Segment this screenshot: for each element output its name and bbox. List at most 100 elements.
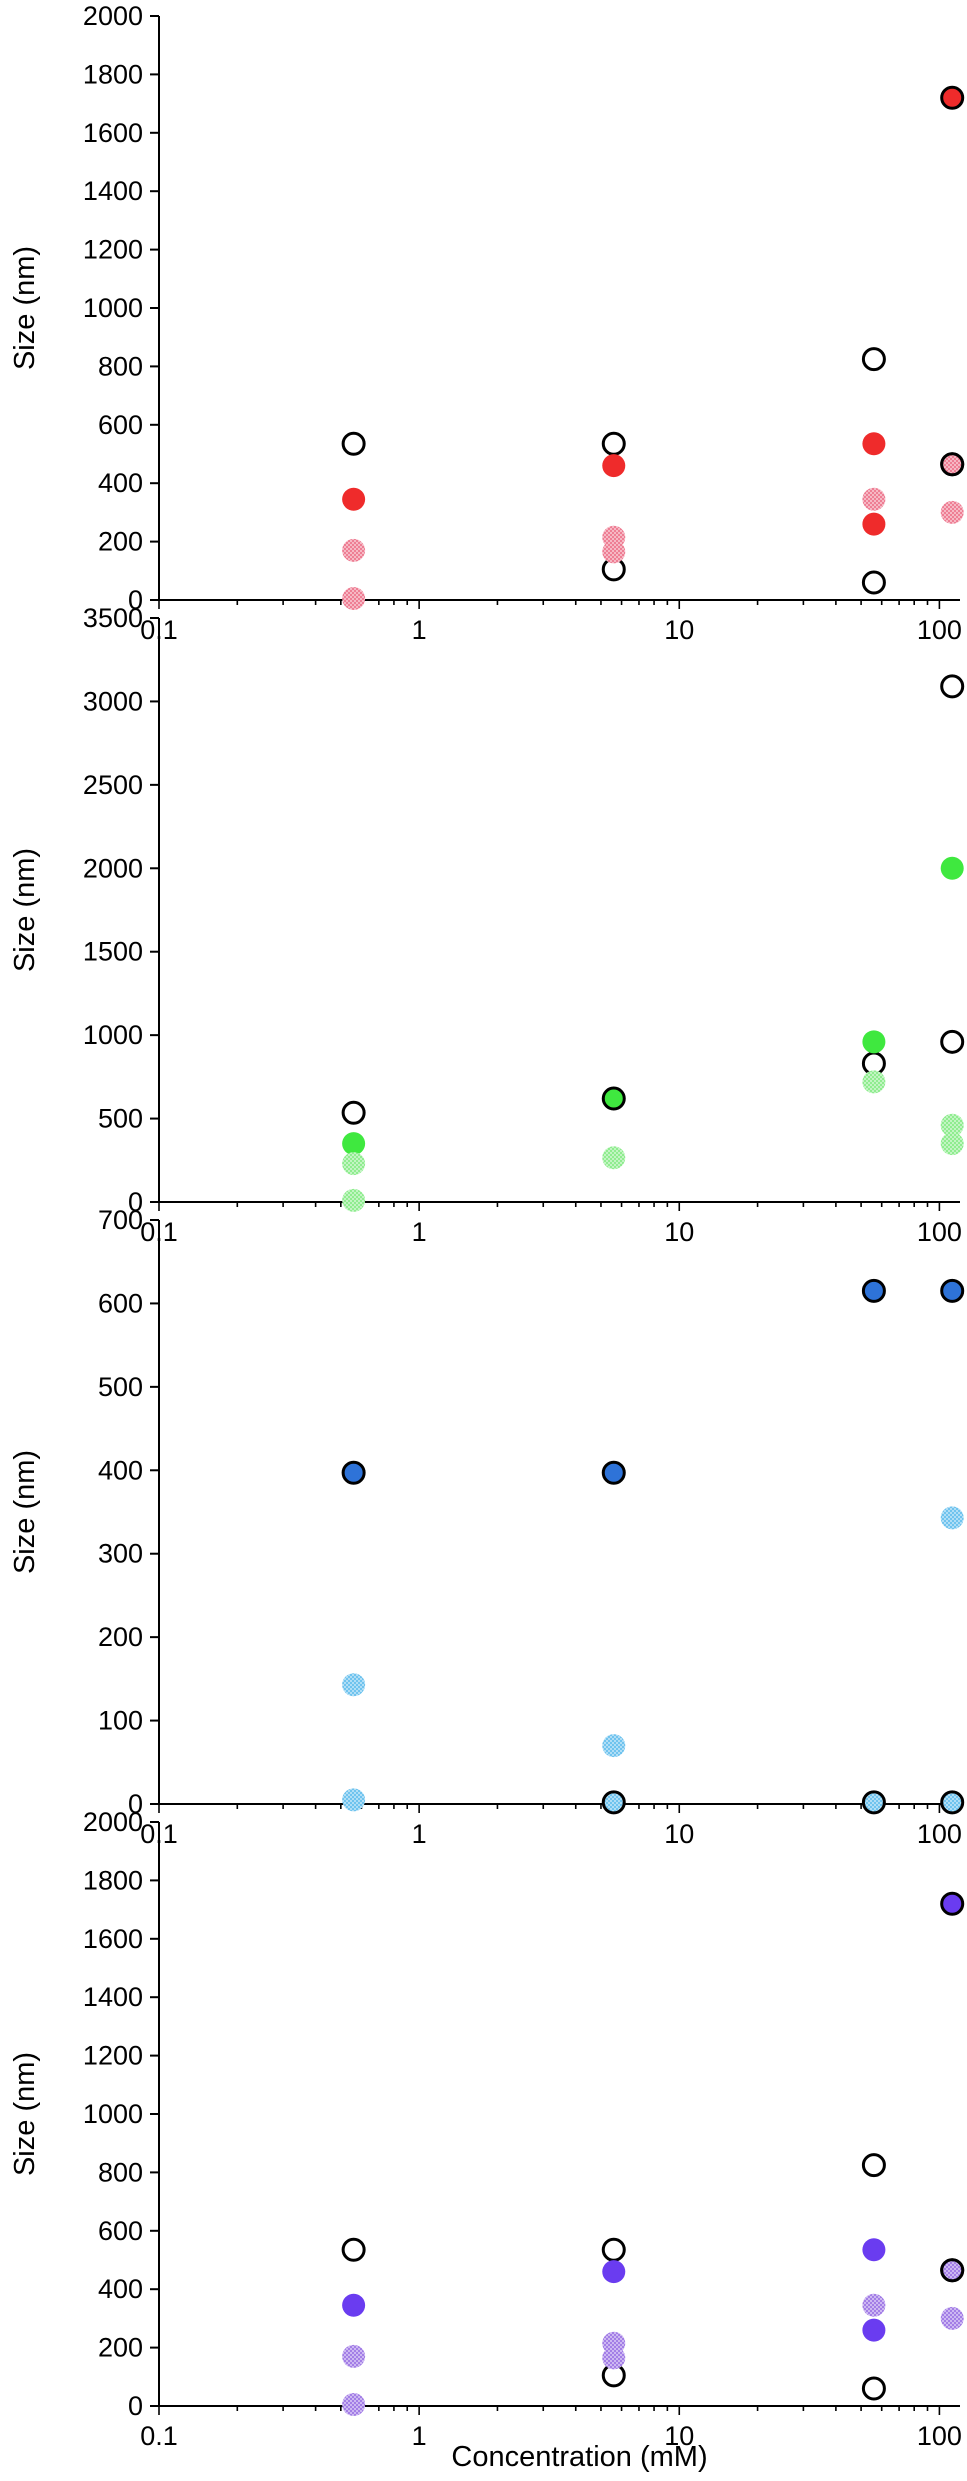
y-tick-label: 1600 (83, 118, 143, 148)
data-point-hatched (602, 1146, 626, 1170)
data-point-solid-outlined (940, 85, 965, 110)
y-tick-label: 800 (98, 351, 143, 381)
x-axis-title: Concentration (mM) (451, 2441, 707, 2473)
data-point-hatched (862, 2293, 886, 2317)
data-point-solid (862, 1030, 886, 1054)
data-point-hatched (940, 500, 964, 524)
data-point-hatched-outlined (940, 2258, 965, 2283)
data-point-hatched (602, 540, 626, 564)
y-axis-title: Size (nm) (9, 246, 41, 370)
data-point-hatched-outlined (601, 1790, 626, 1815)
data-point-hollow (861, 2153, 886, 2178)
data-point-hollow (940, 1029, 965, 1054)
y-tick-label: 400 (98, 2274, 143, 2304)
y-tick-label: 200 (98, 1622, 143, 1652)
data-point-hatched (342, 1788, 366, 1812)
data-point-hollow (601, 2237, 626, 2262)
y-axis-title: Size (nm) (9, 2052, 41, 2176)
x-tick-label: 10 (664, 615, 694, 645)
y-tick-label: 2000 (83, 1, 143, 31)
y-tick-label: 200 (98, 2333, 143, 2363)
data-point-hatched (862, 487, 886, 511)
data-point-hatched (940, 2306, 964, 2330)
data-point-solid-outlined (601, 1460, 626, 1485)
x-tick-label: 10 (664, 1819, 694, 1849)
y-axis-title: Size (nm) (9, 1450, 41, 1574)
data-point-hatched (342, 538, 366, 562)
x-tick-label: 1 (412, 2421, 427, 2451)
y-tick-label: 1000 (83, 2099, 143, 2129)
data-point-solid-outlined (940, 1891, 965, 1916)
y-tick-label: 1800 (83, 1865, 143, 1895)
y-tick-label: 0 (128, 1789, 143, 1819)
data-point-hollow (940, 674, 965, 699)
x-tick-label: 100 (917, 2421, 962, 2451)
y-tick-label: 600 (98, 1288, 143, 1318)
data-point-solid (862, 512, 886, 536)
data-point-solid (602, 2260, 626, 2284)
y-tick-label: 500 (98, 1372, 143, 1402)
x-tick-label: 0.1 (140, 2421, 178, 2451)
x-tick-label: 1 (412, 1819, 427, 1849)
data-point-solid-outlined (861, 1278, 886, 1303)
data-point-hatched-outlined (861, 1790, 886, 1815)
data-point-solid (862, 2318, 886, 2342)
y-tick-label: 1000 (83, 293, 143, 323)
data-point-solid-outlined (341, 1460, 366, 1485)
data-point-hatched (342, 1152, 366, 1176)
data-point-hollow (341, 2237, 366, 2262)
panel-4-scatter-chart: 0 200 400 600 800 1000 1200 1400 1600 1800 2000 0.1… (9, 1807, 965, 2473)
x-tick-label: 1 (412, 615, 427, 645)
data-point-hatched (342, 1673, 366, 1697)
y-tick-label: 400 (98, 1455, 143, 1485)
y-tick-label: 0 (128, 585, 143, 615)
y-tick-label: 1200 (83, 2041, 143, 2071)
data-point-solid-outlined (601, 1086, 626, 1111)
y-tick-label: 3500 (83, 603, 143, 633)
y-tick-label: 1200 (83, 235, 143, 265)
y-tick-label: 200 (98, 527, 143, 557)
data-point-hatched (602, 2346, 626, 2370)
data-point-solid (862, 2238, 886, 2262)
y-tick-label: 600 (98, 410, 143, 440)
y-tick-label: 2000 (83, 1807, 143, 1837)
y-tick-label: 800 (98, 2157, 143, 2187)
panel-1-scatter-chart: 02004006008001000120014001600180020000.1… (9, 1, 965, 645)
y-tick-label: 0 (128, 2391, 143, 2421)
data-point-hollow (861, 347, 886, 372)
data-point-hollow (341, 1100, 366, 1125)
data-point-hatched (940, 1132, 964, 1156)
y-tick-label: 2500 (83, 770, 143, 800)
y-tick-label: 1400 (83, 1982, 143, 2012)
y-tick-label: 400 (98, 468, 143, 498)
data-point-hatched-outlined (940, 1790, 965, 1815)
y-tick-label: 700 (98, 1205, 143, 1235)
y-tick-label: 1000 (83, 1020, 143, 1050)
data-point-solid (602, 454, 626, 478)
data-point-hatched (342, 2393, 366, 2417)
data-point-hatched (602, 1734, 626, 1758)
data-point-hollow (601, 431, 626, 456)
data-point-hatched-outlined (940, 452, 965, 477)
y-tick-label: 600 (98, 2216, 143, 2246)
y-axis-title: Size (nm) (9, 848, 41, 972)
data-point-solid (342, 2293, 366, 2317)
y-tick-label: 1500 (83, 937, 143, 967)
y-tick-label: 1800 (83, 59, 143, 89)
data-point-hollow (861, 2376, 886, 2401)
x-tick-label: 10 (664, 2421, 694, 2451)
x-tick-label: 10 (664, 1217, 694, 1247)
x-tick-label: 100 (917, 1217, 962, 1247)
data-point-solid (342, 1132, 366, 1156)
data-point-solid (862, 432, 886, 456)
y-tick-label: 300 (98, 1539, 143, 1569)
y-tick-label: 0 (128, 1187, 143, 1217)
data-point-hatched (862, 1070, 886, 1094)
data-point-hatched (342, 587, 366, 611)
data-point-hollow (861, 570, 886, 595)
y-tick-label: 2000 (83, 853, 143, 883)
data-point-solid (342, 487, 366, 511)
y-tick-label: 3000 (83, 686, 143, 716)
